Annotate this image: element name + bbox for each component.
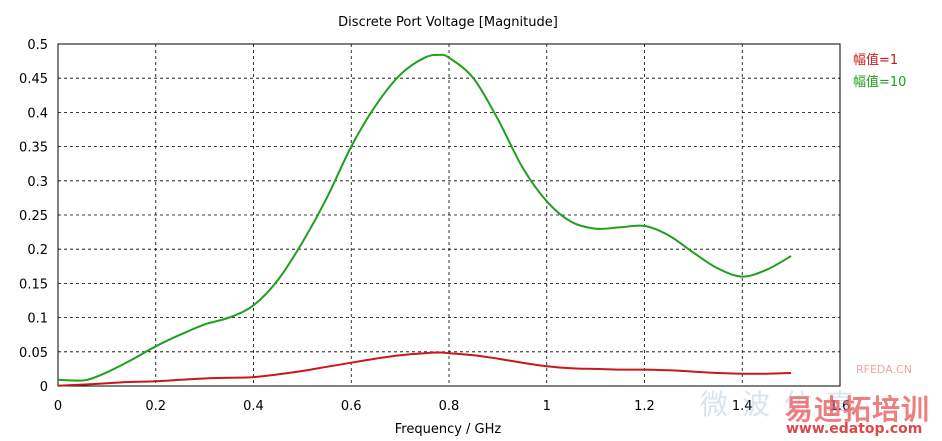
series-group — [57, 53, 792, 387]
x-tick-label: 0.4 — [243, 399, 264, 414]
y-tick-label: 0.3 — [27, 175, 48, 190]
x-tick-label: 1.4 — [732, 399, 753, 414]
x-tick-label: 0.2 — [145, 399, 166, 414]
y-tick-label: 0.25 — [19, 209, 48, 224]
y-tick-label: 0.15 — [19, 277, 48, 292]
x-tick-label: 1 — [543, 399, 551, 414]
axes: 0 0.2 0.4 0.6 0.8 1 1.2 1.4 1.6 0 0.05 0.1 0.15 0.2 0.… — [19, 38, 850, 414]
x-axis-label: Frequency / GHz — [395, 422, 502, 437]
y-tick-label: 0.4 — [27, 106, 48, 121]
chart-title: Discrete Port Voltage [Magnitude] — [338, 15, 558, 30]
x-tick-label: 0.6 — [341, 399, 362, 414]
y-tick-label: 0.2 — [27, 243, 48, 258]
legend-entry-series-1: 幅值=1 — [853, 53, 899, 68]
plot-frame — [57, 43, 841, 387]
y-tick-label: 0.45 — [19, 72, 48, 87]
series-line-1 — [57, 351, 792, 387]
legend-entry-series-2: 幅值=10 — [853, 75, 907, 90]
watermark-faint-text: 微波仿真 — [700, 388, 869, 421]
watermark-url: www.edatop.com — [786, 421, 923, 437]
series-line-2 — [57, 53, 792, 382]
y-tick-label: 0.5 — [27, 38, 48, 53]
watermark-site: RFEDA.CN — [856, 363, 912, 376]
grid-lines — [58, 44, 840, 386]
watermark-brand: 易迪拓培训 — [785, 393, 931, 426]
legend: 幅值=1 幅值=10 — [853, 50, 906, 94]
y-tick-label: 0.35 — [19, 141, 48, 156]
x-tick-label: 1.2 — [634, 399, 655, 414]
x-tick-label: 0.8 — [439, 399, 460, 414]
y-tick-label: 0 — [40, 380, 48, 395]
x-tick-label: 0 — [54, 399, 62, 414]
y-tick-label: 0.05 — [19, 346, 48, 361]
x-tick-label: 1.6 — [830, 399, 851, 414]
y-tick-label: 0.1 — [27, 312, 48, 327]
